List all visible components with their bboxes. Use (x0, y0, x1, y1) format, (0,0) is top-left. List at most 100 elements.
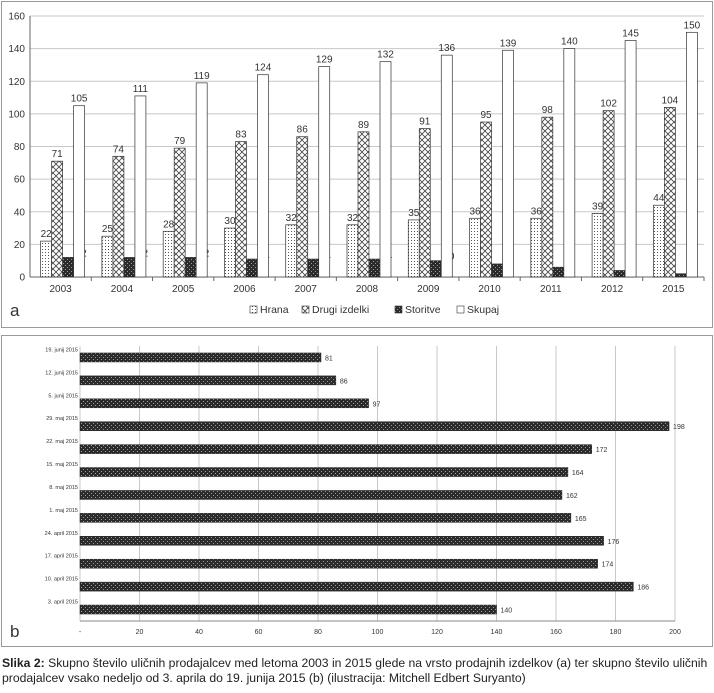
data-label: 124 (255, 63, 272, 74)
y-tick-label: 120 (8, 77, 25, 88)
bar-vendors (79, 421, 670, 431)
x-tick-label: 2006 (233, 284, 256, 295)
y-tick-label: 0 (19, 273, 25, 284)
x-tick-label: 2010 (478, 284, 501, 295)
bar-hrana (530, 217, 543, 278)
legend-label: Skupaj (467, 304, 499, 316)
bar-storitve (491, 263, 503, 278)
data-label: 89 (358, 120, 370, 131)
bar-vendors (79, 490, 563, 500)
bar-storitve (307, 258, 320, 278)
data-label: 36 (469, 206, 481, 217)
bar-vendors (79, 536, 604, 546)
data-label: 105 (71, 94, 88, 105)
bar-skupaj (502, 49, 514, 278)
x-tick-label: 100 (372, 629, 384, 636)
y-tick-label: 17. april 2015 (45, 554, 78, 560)
x-tick-label: - (79, 629, 82, 636)
data-label: 186 (637, 585, 649, 592)
bar-drugi-izdelki (235, 141, 247, 278)
bar-skupaj (379, 61, 392, 278)
chart-b: - 20 40 60 80 100 120 140 160 180 200 19. junij 201… (10, 346, 685, 641)
data-label: 86 (297, 125, 309, 136)
data-label: 86 (340, 378, 348, 385)
y-tick-label: 8. maj 2015 (49, 485, 78, 491)
x-tick-label: 20 (136, 629, 144, 636)
y-tick-label: 20 (14, 240, 26, 251)
x-tick-label: 40 (195, 629, 203, 636)
y-tick-label: 1. maj 2015 (49, 508, 78, 514)
data-label: 176 (608, 539, 620, 546)
bar-storitve (123, 257, 136, 278)
bar-skupaj (318, 66, 331, 278)
data-label: 74 (113, 144, 125, 155)
y-tick-label: 12. junij 2015 (45, 370, 78, 376)
x-tick-label: 60 (255, 629, 263, 636)
data-label: 129 (316, 55, 333, 66)
data-label: 136 (438, 43, 455, 54)
bar-hrana (162, 230, 175, 278)
x-tick-label: 80 (314, 629, 322, 636)
data-label: 28 (163, 219, 175, 230)
legend-swatch (249, 305, 258, 314)
data-label: 174 (602, 562, 614, 569)
bar-hrana (40, 240, 52, 278)
data-label: 104 (662, 95, 679, 106)
bar-storitve (62, 257, 74, 278)
data-label: 35 (408, 208, 420, 219)
figure-caption: Slika 2: Skupno število uličnih prodajal… (2, 656, 712, 686)
bar-skupaj (73, 105, 85, 278)
data-label: 32 (347, 213, 359, 224)
data-label: 95 (480, 110, 492, 121)
bar-hrana (407, 219, 420, 278)
data-label: 102 (600, 99, 617, 110)
panel-label: b (10, 622, 19, 641)
bar-drugi-izdelki (173, 147, 186, 278)
data-label: 32 (286, 213, 298, 224)
y-tick-label: 24. april 2015 (45, 531, 78, 537)
x-tick-label: 140 (491, 629, 503, 636)
legend: Hrana Drugi izdelki Storitve Skupaj (249, 304, 499, 316)
bar-skupaj (134, 95, 147, 278)
chart-a: 0204060801001201401602271121052003257412… (8, 12, 705, 320)
caption-text: Skupno število uličnih prodajalcev med l… (2, 656, 708, 685)
data-label: 165 (575, 516, 587, 523)
panel-label: a (10, 301, 20, 320)
data-label: 97 (373, 401, 381, 408)
y-tick-label: 40 (14, 207, 26, 218)
bar-storitve (552, 266, 565, 278)
legend-item: Drugi izdelki (301, 304, 369, 316)
bar-storitve (246, 258, 258, 278)
bar-hrana (469, 217, 481, 278)
bar-drugi-izdelki (480, 121, 492, 278)
bar-hrana (285, 224, 298, 278)
bar-drugi-izdelki (112, 155, 125, 278)
y-tick-label: 29. maj 2015 (46, 416, 78, 422)
bar-storitve (675, 273, 687, 278)
y-tick-label: 100 (8, 109, 25, 120)
legend-label: Storitve (405, 304, 441, 316)
data-label: 172 (596, 447, 608, 454)
chart-panel-b: - 20 40 60 80 100 120 140 160 180 200 19. junij 201… (1, 335, 713, 647)
caption-lead: Slika 2: (2, 656, 45, 670)
bar-skupaj (624, 40, 637, 278)
bar-drugi-izdelki (602, 110, 615, 278)
bar-storitve (184, 257, 197, 278)
bar-drugi-izdelki (357, 131, 370, 278)
x-tick-label: 2005 (172, 284, 195, 295)
y-tick-label: 60 (14, 175, 26, 186)
legend-item: Hrana (249, 304, 289, 316)
bar-vendors (79, 444, 592, 454)
legend-swatch (301, 305, 310, 314)
bar-skupaj (686, 31, 698, 278)
data-label: 39 (592, 201, 604, 212)
data-label: 36 (531, 206, 543, 217)
data-label: 98 (542, 105, 554, 116)
y-tick-label: 140 (8, 44, 25, 55)
y-tick-label: 3. april 2015 (48, 600, 78, 606)
bar-drugi-izdelki (664, 106, 676, 278)
y-tick-label: 19. junij 2015 (45, 347, 78, 353)
x-tick-label: 2008 (356, 284, 379, 295)
x-tick-label: 200 (669, 629, 681, 636)
bar-storitve (368, 258, 381, 278)
